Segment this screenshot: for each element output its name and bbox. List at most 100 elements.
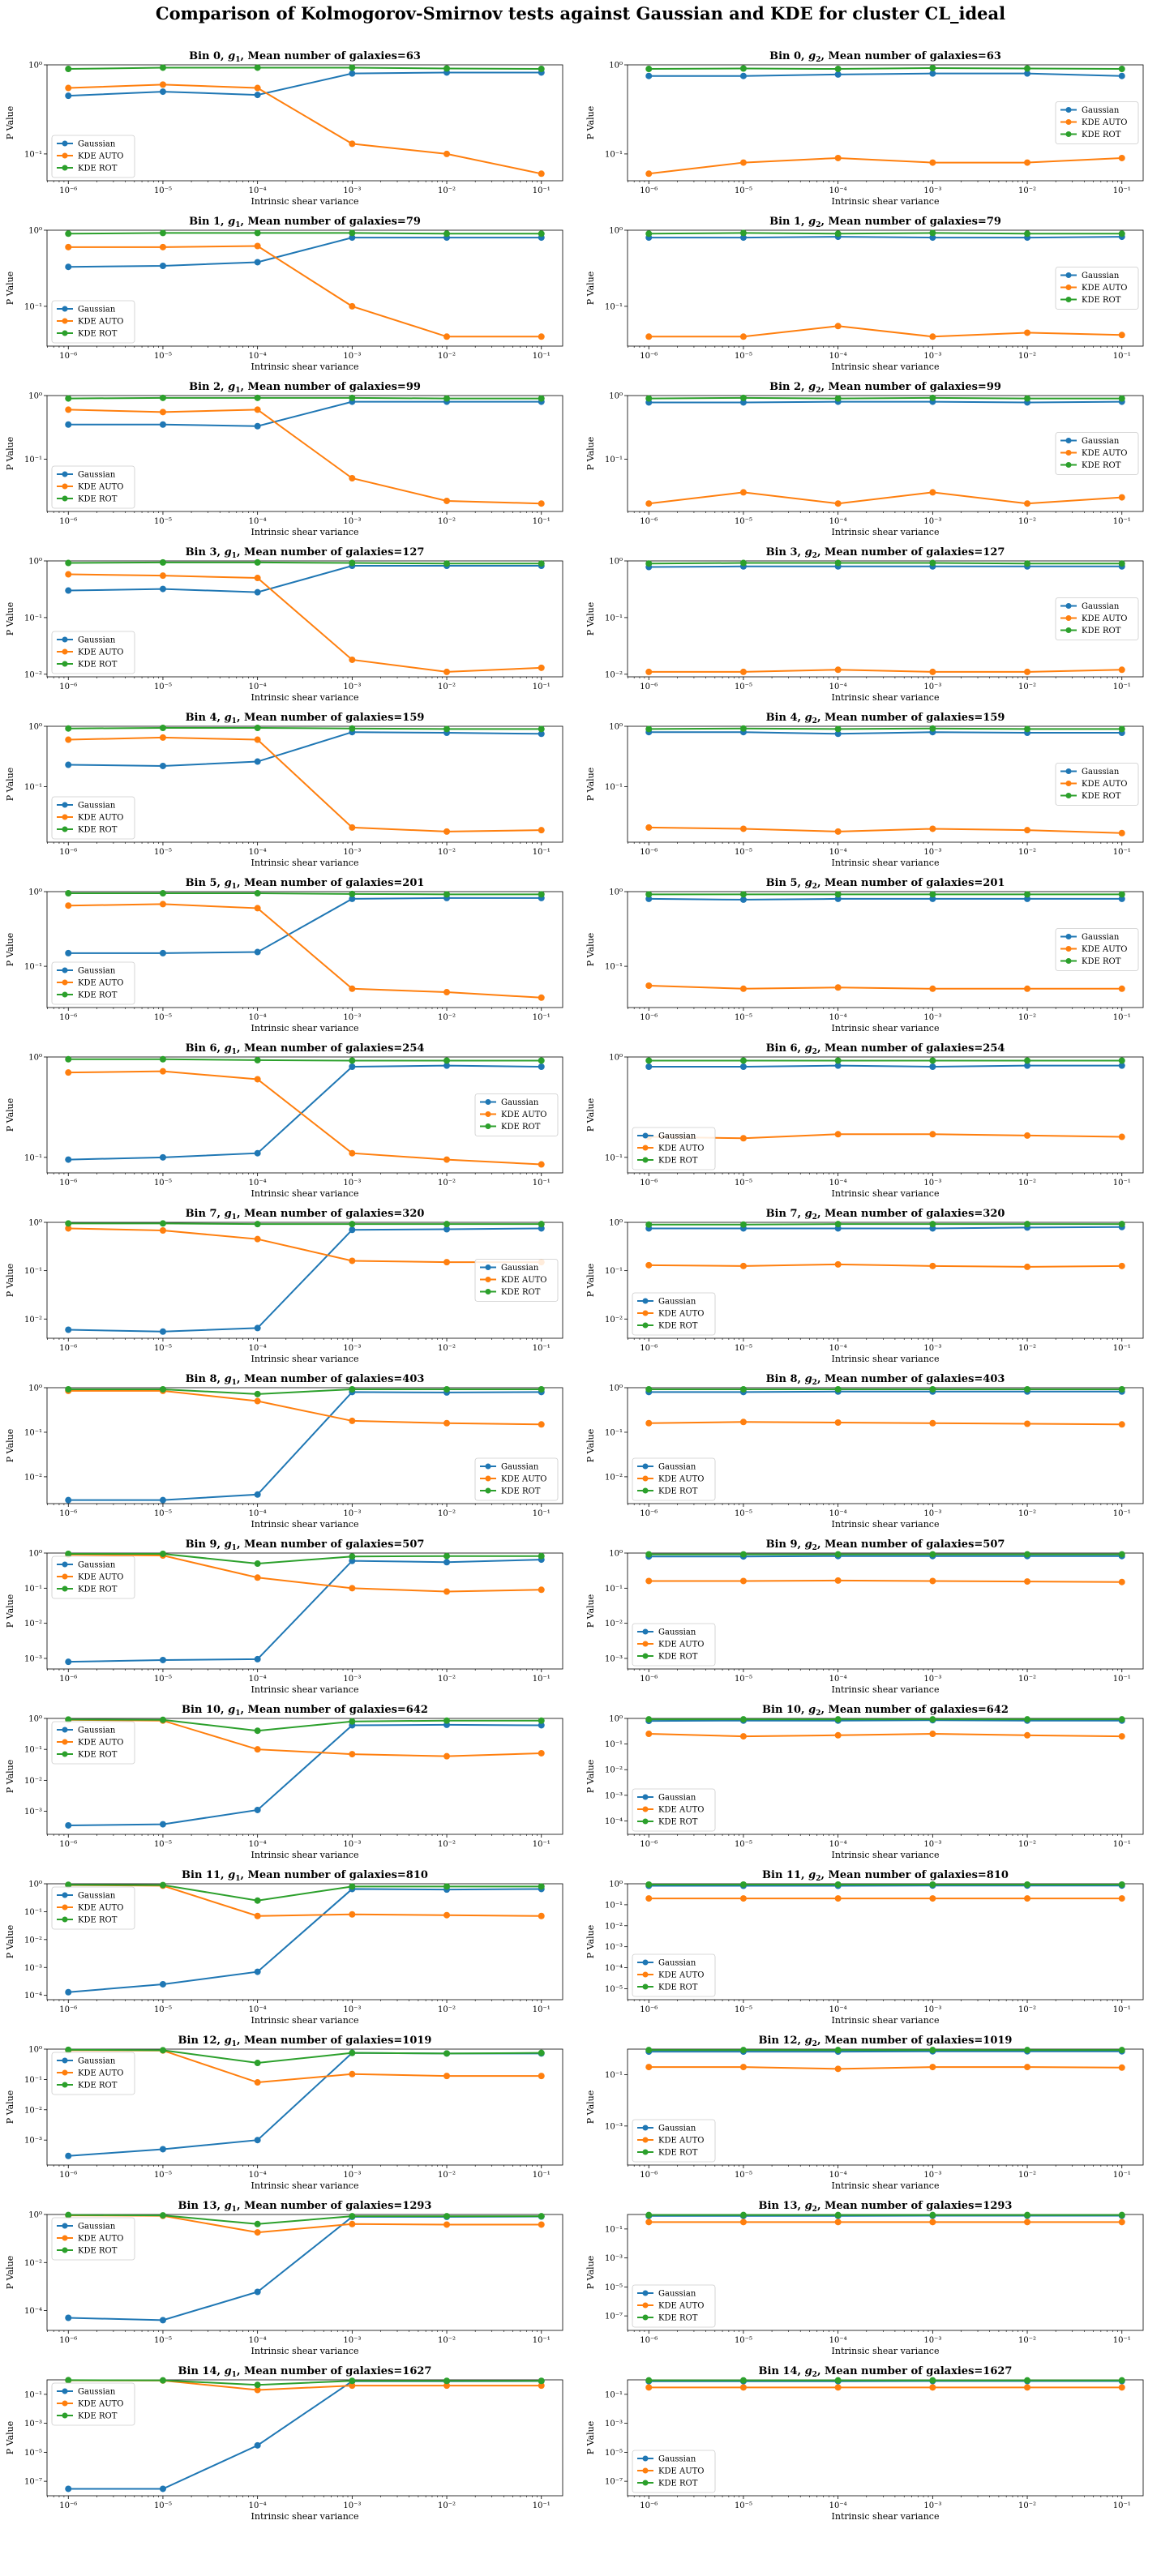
data-point [834, 500, 842, 507]
data-point [254, 2386, 261, 2394]
data-point [538, 891, 545, 898]
panel-title-suffix: , Mean number of galaxies=642 [820, 1704, 1008, 1716]
data-point [538, 230, 545, 237]
panel-title: Bin 12, g1, Mean number of galaxies=1019 [178, 2035, 432, 2048]
x-tick-label: 10⁻² [1018, 848, 1036, 857]
y-tick-label: 10⁻² [24, 670, 42, 679]
panel-title-symbol: g [225, 712, 232, 724]
y-tick-label: 10⁻¹ [605, 963, 623, 972]
series-line [68, 565, 542, 593]
series-line [649, 491, 1122, 505]
y-tick-label: 10⁻⁷ [24, 2478, 42, 2487]
legend-swatch-marker [642, 1145, 649, 1151]
chart-svg: Bin 7, g2, Mean number of galaxies=320 10… [585, 1208, 1144, 1364]
x-tick-label: 10⁻² [438, 352, 456, 361]
legend-swatch-marker [1065, 934, 1072, 939]
data-point [929, 559, 936, 567]
panel-title-suffix: , Mean number of galaxies=403 [237, 1373, 424, 1385]
x-tick-label: 10⁻⁴ [249, 848, 267, 857]
panel-title-subscript: 1 [232, 1213, 237, 1222]
y-axis-label: P Value [5, 602, 15, 636]
y-tick-label: 10⁻² [605, 1316, 623, 1324]
x-tick-label: 10⁻¹ [533, 1179, 551, 1187]
data-point [254, 1076, 261, 1083]
x-tick-label: 10⁻⁵ [735, 2501, 752, 2510]
legend-swatch-marker [1065, 793, 1072, 798]
y-axis-label: P Value [5, 933, 15, 967]
legend-swatch-marker [642, 2302, 649, 2309]
series-line [649, 1223, 1122, 1226]
legend: Gaussian KDE AUTO KDE ROT [51, 1886, 135, 1930]
data-point [1024, 1551, 1031, 1558]
y-tick-label: 10⁻² [24, 1316, 42, 1324]
y-tick-label: 10⁻² [605, 1473, 623, 1482]
legend-swatch-marker [62, 2235, 68, 2241]
y-tick-label: 10⁻² [24, 2106, 42, 2115]
legend-label: Gaussian [501, 1264, 539, 1273]
data-point [349, 1221, 356, 1228]
data-point [349, 1585, 356, 1592]
y-axis-label: P Value [5, 2256, 15, 2290]
x-axis-label: Intrinsic shear variance [832, 362, 940, 372]
data-point [538, 1063, 545, 1070]
legend-swatch-marker [485, 1123, 491, 1129]
data-point [1118, 829, 1125, 837]
legend-label: KDE AUTO [78, 979, 123, 988]
data-point [834, 1260, 842, 1268]
legend-label: KDE AUTO [658, 1475, 704, 1484]
data-point [929, 1221, 936, 1228]
x-tick-label: 10⁻² [1018, 517, 1036, 526]
legend-swatch-marker [62, 1573, 68, 1580]
chart-svg: Bin 13, g2, Mean number of galaxies=1293… [585, 2200, 1144, 2356]
legend-label: Gaussian [501, 1098, 539, 1107]
panel-title-prefix: Bin 13, [178, 2200, 225, 2212]
data-point [159, 1550, 166, 1557]
panel-title-symbol: g [228, 1869, 235, 1881]
panel-title: Bin 6, g2, Mean number of galaxies=254 [766, 1042, 1005, 1056]
panel-title-subscript: 2 [816, 1875, 820, 1883]
data-point [834, 2065, 842, 2073]
x-tick-label: 10⁻⁴ [829, 1840, 847, 1849]
x-tick-label: 10⁻⁴ [829, 1344, 847, 1353]
x-tick-label: 10⁻⁵ [154, 1013, 172, 1022]
data-point [834, 1881, 842, 1888]
x-tick-label: 10⁻³ [343, 1509, 361, 1518]
x-tick-label: 10⁻⁵ [154, 1179, 172, 1187]
series-line [649, 1421, 1122, 1426]
legend-label: KDE ROT [658, 2149, 698, 2158]
data-point [159, 949, 166, 956]
x-tick-label: 10⁻⁵ [154, 186, 172, 195]
data-point [65, 2152, 72, 2159]
data-point [739, 896, 747, 903]
x-tick-label: 10⁻⁴ [249, 1013, 267, 1022]
panel-title-prefix: Bin 3, [186, 546, 225, 558]
x-tick-label: 10⁻² [1018, 1344, 1036, 1353]
legend-label: KDE ROT [1082, 792, 1121, 801]
data-point [349, 234, 356, 242]
data-point [1024, 159, 1031, 166]
data-point [1024, 1221, 1031, 1228]
panel-title-suffix: , Mean number of galaxies=507 [817, 1538, 1005, 1551]
legend-label: KDE ROT [78, 1585, 118, 1594]
x-tick-label: 10⁻⁴ [829, 2005, 847, 2014]
data-point [443, 1057, 451, 1064]
data-point [1118, 1733, 1125, 1740]
page-title: Comparison of Kolmogorov-Smirnov tests a… [155, 3, 1006, 24]
data-point [739, 891, 747, 898]
data-point [65, 1225, 72, 1232]
y-tick-label: 10⁻² [24, 1777, 42, 1786]
chart-panel: Bin 9, g1, Mean number of galaxies=507 10… [0, 1537, 580, 1702]
data-point [159, 243, 166, 250]
x-tick-label: 10⁻¹ [1113, 1179, 1131, 1187]
series-line [68, 1718, 542, 1732]
panel-title: Bin 0, g2, Mean number of galaxies=63 [769, 50, 1001, 64]
x-tick-label: 10⁻² [438, 2171, 456, 2180]
y-tick-label: 10⁰ [609, 1881, 623, 1889]
data-point [254, 1221, 261, 1228]
data-point [254, 229, 261, 237]
panel-title: Bin 9, g1, Mean number of galaxies=507 [186, 1538, 425, 1552]
x-tick-label: 10⁻³ [343, 2171, 361, 2180]
x-tick-label: 10⁻³ [923, 1840, 941, 1849]
series-line [649, 562, 1122, 565]
data-point [159, 1328, 166, 1335]
